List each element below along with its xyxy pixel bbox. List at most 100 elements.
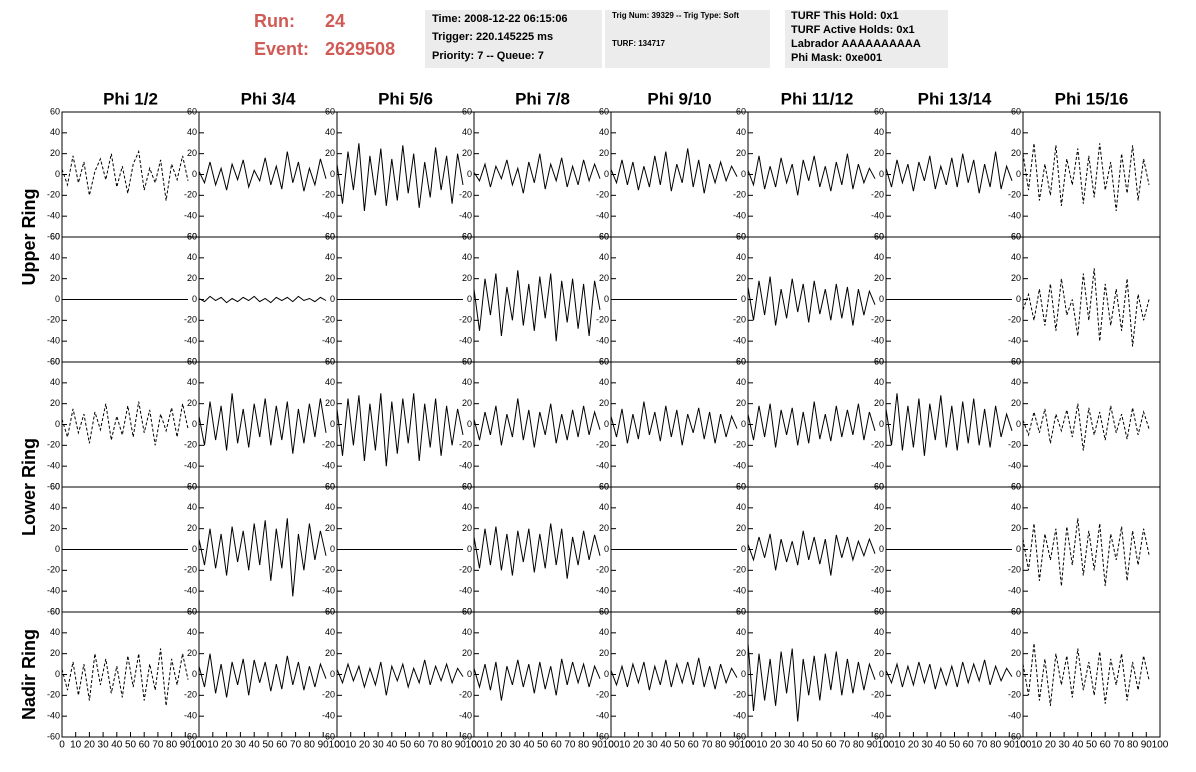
y-tick-label: -20 [871,690,884,700]
x-tick-label: 60 [963,740,975,751]
x-tick-label: 90 [318,740,330,751]
y-tick-label: 20 [1011,148,1021,158]
y-tick-label: 20 [325,523,335,533]
y-tick-label: -60 [47,731,60,741]
x-tick-label: 90 [729,740,741,751]
y-tick-label: 0 [741,294,746,304]
waveform [885,659,1013,690]
y-tick-label: 40 [599,252,609,262]
y-tick-label: 20 [325,398,335,408]
info-line: Trigger: 220.145225 ms [432,31,553,43]
y-tick-label: 60 [50,106,60,116]
panel-frame [198,236,338,363]
x-tick-label: 0 [471,740,477,751]
x-tick-label: 40 [523,740,535,751]
y-tick-label: -20 [184,690,197,700]
y-tick-label: 60 [462,106,472,116]
x-tick-label: 60 [551,740,563,751]
panel-frame [747,111,887,238]
x-tick-label: 90 [1004,740,1016,751]
y-tick-label: -60 [184,356,197,366]
x-tick-label: 0 [196,740,202,751]
y-tick-label: -60 [459,481,472,491]
y-tick-label: 60 [462,481,472,491]
y-tick-label: 40 [736,252,746,262]
x-tick-label: 30 [98,740,110,751]
y-tick-label: -40 [596,586,609,596]
y-tick-label: -60 [184,481,197,491]
panel-frame [747,361,887,488]
x-tick-label: 80 [441,740,453,751]
event-value: 2629508 [325,39,395,59]
y-tick-label: 20 [462,148,472,158]
y-tick-label: 0 [192,544,197,554]
waveform [198,518,327,597]
x-tick-label: 20 [633,740,645,751]
y-tick-label: 0 [879,419,884,429]
y-tick-label: -20 [322,190,335,200]
y-tick-label: -40 [1008,211,1021,221]
y-tick-label: -20 [322,565,335,575]
y-tick-label: -40 [871,711,884,721]
x-tick-label: 20 [221,740,233,751]
y-tick-label: 0 [604,294,609,304]
x-tick-label: 60 [825,740,837,751]
y-tick-label: 20 [462,273,472,283]
waveform [747,153,876,196]
y-tick-label: 40 [736,127,746,137]
y-tick-label: 40 [874,502,884,512]
waveform [198,295,327,304]
waveform [747,643,876,722]
y-tick-label: 0 [467,419,472,429]
x-tick-label: 0 [1020,740,1026,751]
column-title: Phi 5/6 [378,89,433,108]
y-tick-label: 0 [879,669,884,679]
y-tick-label: 60 [462,606,472,616]
y-tick-label: 60 [50,606,60,616]
y-tick-label: -40 [871,336,884,346]
y-tick-label: 20 [599,273,609,283]
x-tick-label: 10 [345,740,357,751]
y-tick-label: 60 [599,356,609,366]
column-title: Phi 7/8 [515,89,570,108]
y-tick-label: 60 [325,231,335,241]
x-tick-label: 30 [235,740,247,751]
y-tick-label: 40 [1011,502,1021,512]
y-tick-label: -20 [47,440,60,450]
y-tick-label: -40 [47,711,60,721]
y-tick-label: 20 [874,148,884,158]
info-line: TURF Active Holds: 0x1 [791,24,915,36]
y-tick-label: 60 [187,231,197,241]
x-tick-label: 20 [84,740,96,751]
y-tick-label: 40 [187,627,197,637]
x-tick-label: 100 [1152,740,1169,751]
y-tick-label: 40 [325,252,335,262]
x-tick-label: 40 [249,740,261,751]
y-tick-label: 60 [874,231,884,241]
x-tick-label: 100 [1015,740,1032,751]
y-tick-label: 40 [187,127,197,137]
row-title: Upper Ring [19,189,39,286]
y-tick-label: -60 [47,356,60,366]
y-tick-label: -60 [459,606,472,616]
y-tick-label: 0 [55,544,60,554]
y-tick-label: 60 [187,356,197,366]
waveform [61,149,189,201]
x-tick-label: 60 [688,740,700,751]
y-tick-label: 0 [604,544,609,554]
y-tick-label: -60 [459,231,472,241]
y-tick-label: -40 [322,461,335,471]
y-tick-label: 0 [741,544,746,554]
y-tick-label: -20 [596,440,609,450]
y-tick-label: -20 [184,315,197,325]
y-tick-label: -20 [733,565,746,575]
column-title: Phi 3/4 [241,89,296,108]
x-tick-label: 80 [578,740,590,751]
x-tick-label: 50 [674,740,686,751]
y-tick-label: 0 [1016,544,1021,554]
x-tick-label: 10 [1031,740,1043,751]
y-tick-label: 40 [187,252,197,262]
y-tick-label: -20 [184,190,197,200]
y-tick-label: -20 [596,315,609,325]
y-tick-label: 20 [187,273,197,283]
